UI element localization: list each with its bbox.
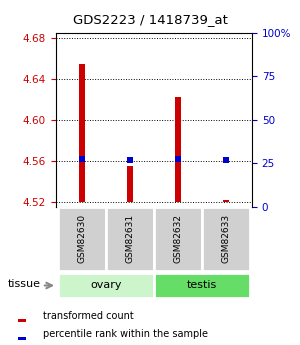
FancyBboxPatch shape <box>58 273 154 298</box>
Bar <box>175 97 181 202</box>
FancyBboxPatch shape <box>58 207 106 271</box>
Text: ovary: ovary <box>90 280 122 290</box>
Text: testis: testis <box>187 280 217 290</box>
Bar <box>127 166 133 202</box>
Text: GSM82630: GSM82630 <box>77 214 86 264</box>
Text: GDS2223 / 1418739_at: GDS2223 / 1418739_at <box>73 13 227 26</box>
FancyBboxPatch shape <box>154 207 202 271</box>
Bar <box>223 200 229 202</box>
Text: percentile rank within the sample: percentile rank within the sample <box>43 329 208 339</box>
Text: transformed count: transformed count <box>43 311 133 321</box>
Text: GSM82633: GSM82633 <box>221 214 230 264</box>
Bar <box>18 319 26 322</box>
Bar <box>79 63 85 202</box>
FancyBboxPatch shape <box>202 207 250 271</box>
Text: tissue: tissue <box>7 279 40 289</box>
FancyBboxPatch shape <box>154 273 250 298</box>
FancyBboxPatch shape <box>106 207 154 271</box>
Text: GSM82632: GSM82632 <box>173 214 182 264</box>
Bar <box>18 337 26 340</box>
Text: GSM82631: GSM82631 <box>125 214 134 264</box>
